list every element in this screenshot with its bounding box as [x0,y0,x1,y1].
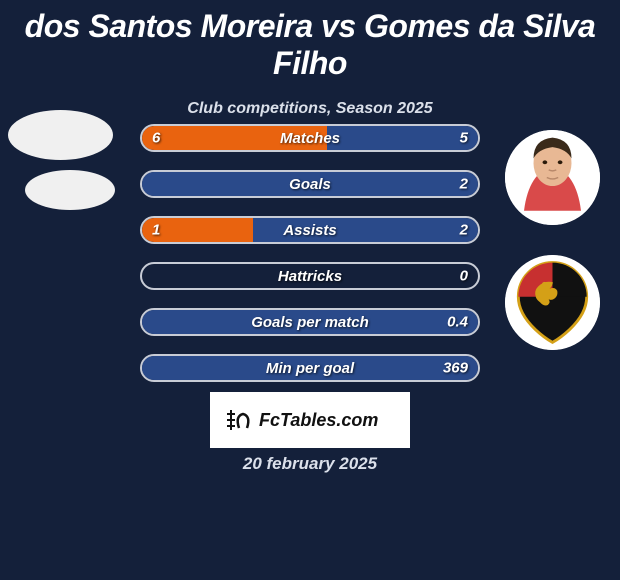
player-right-avatar [505,130,600,225]
stats-bars: 6 Matches 5 Goals 2 1 Assists 2 Hattrick… [140,124,480,400]
stat-right-value: 5 [460,130,468,147]
svg-text:FcTables.com: FcTables.com [259,410,378,430]
stat-row-goals: Goals 2 [140,170,480,198]
player-left-avatar-placeholder [8,110,113,160]
stat-left-value: 6 [152,130,160,147]
stat-row-goals-per-match: Goals per match 0.4 [140,308,480,336]
attribution-badge: FcTables.com [210,392,410,448]
stat-label: Hattricks [278,268,342,285]
stat-row-matches: 6 Matches 5 [140,124,480,152]
page-title: dos Santos Moreira vs Gomes da Silva Fil… [0,0,620,82]
date-text: 20 february 2025 [0,454,620,474]
bar-fill-right [327,126,478,150]
team-right-badge [505,255,600,350]
stat-left-value: 1 [152,222,160,239]
stat-right-value: 0.4 [447,314,468,331]
stat-right-value: 2 [460,176,468,193]
stat-right-value: 369 [443,360,468,377]
stat-label: Matches [280,130,340,147]
stat-label: Assists [283,222,336,239]
stat-row-assists: 1 Assists 2 [140,216,480,244]
stat-right-value: 2 [460,222,468,239]
stat-right-value: 0 [460,268,468,285]
stat-label: Min per goal [266,360,354,377]
stat-label: Goals [289,176,331,193]
stat-label: Goals per match [251,314,369,331]
stat-row-hattricks: Hattricks 0 [140,262,480,290]
stat-row-min-per-goal: Min per goal 369 [140,354,480,382]
team-left-avatar-placeholder [25,170,115,210]
